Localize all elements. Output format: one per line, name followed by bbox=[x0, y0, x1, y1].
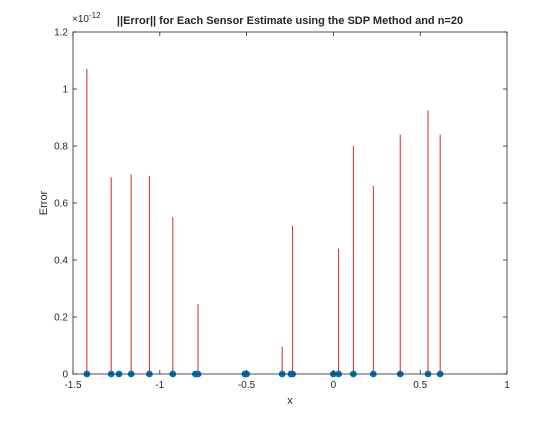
x-tick-label: -1.5 bbox=[64, 380, 82, 391]
y-tick-label: 0.4 bbox=[54, 256, 68, 267]
x-tick-label: 0 bbox=[331, 380, 337, 391]
x-tick-label: -0.5 bbox=[238, 380, 256, 391]
y-ticks: 0 0.2 0.4 0.6 0.8 1 1.2 bbox=[54, 28, 507, 381]
x-axis-label: x bbox=[287, 395, 293, 407]
y-tick-label: 0 bbox=[62, 370, 68, 381]
y-tick-label: 0.6 bbox=[54, 199, 68, 210]
x-ticks: -1.5 -1 -0.5 0 0.5 1 bbox=[64, 32, 510, 391]
y-tick-label: 1 bbox=[62, 85, 68, 96]
plot-area bbox=[73, 32, 507, 374]
x-tick-label: 0.5 bbox=[413, 380, 427, 391]
x-tick-label: -1 bbox=[155, 380, 164, 391]
y-axis-label: Error bbox=[38, 190, 50, 215]
stems-layer bbox=[86, 69, 441, 374]
y-tick-label: 0.2 bbox=[54, 313, 68, 324]
y-tick-label: 1.2 bbox=[54, 28, 68, 39]
y-tick-label: 0.8 bbox=[54, 142, 68, 153]
x-tick-label: 1 bbox=[504, 380, 510, 391]
y-exponent-label: ×10-12 bbox=[72, 11, 101, 25]
chart-title: ||Error|| for Each Sensor Estimate using… bbox=[117, 15, 463, 27]
